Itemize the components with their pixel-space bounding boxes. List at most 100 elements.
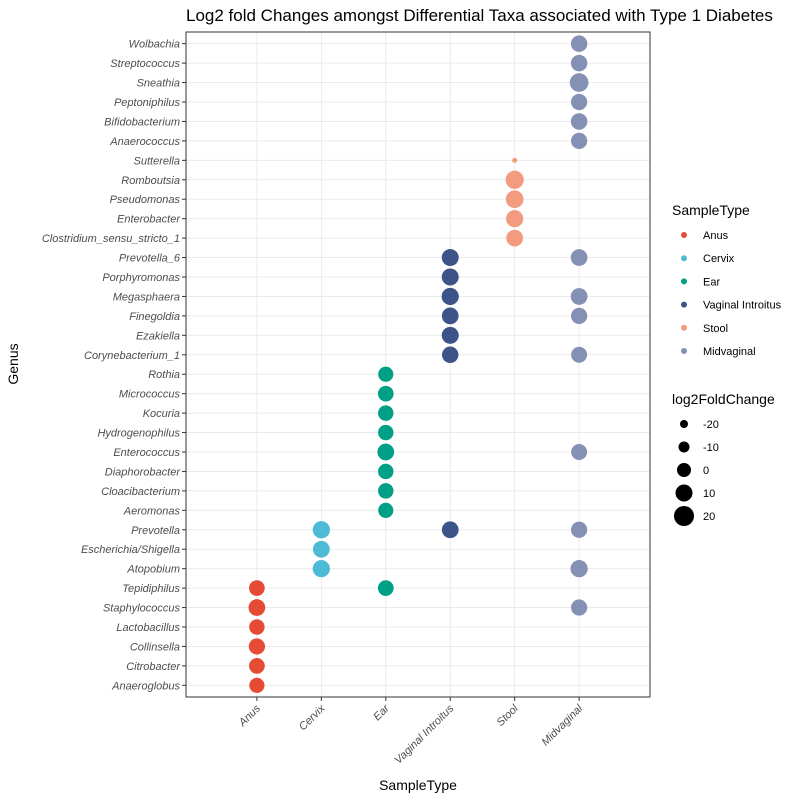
size-legend-key <box>674 506 694 526</box>
color-legend-title: SampleType <box>672 202 750 218</box>
y-tick-label: Pseudomonas <box>110 194 181 206</box>
data-point <box>441 268 459 286</box>
data-point <box>569 73 589 92</box>
plot-area <box>185 31 651 698</box>
data-point <box>312 560 330 578</box>
data-point <box>378 366 394 382</box>
data-point <box>441 287 459 306</box>
data-point <box>570 249 588 266</box>
size-legend-label: 20 <box>703 511 715 523</box>
y-tick-label: Clostridium_sensu_stricto_1 <box>42 233 180 245</box>
y-tick-label: Romboutsia <box>121 175 180 187</box>
data-point <box>249 619 265 635</box>
data-point <box>378 405 394 421</box>
y-tick-label: Wolbachia <box>129 39 180 51</box>
y-tick-label: Micrococcus <box>119 389 181 401</box>
size-legend-label: 0 <box>703 465 709 477</box>
y-tick-label: Atopobium <box>126 564 180 576</box>
data-point <box>312 540 330 558</box>
y-tick-label: Tepidiphilus <box>122 583 180 595</box>
y-tick-label: Diaphorobacter <box>105 466 182 478</box>
x-axis-title: SampleType <box>379 777 457 793</box>
color-legend: SampleType Anus Cervix Ear Vaginal Introitu… <box>672 202 782 358</box>
y-tick-label: Sutterella <box>134 155 180 167</box>
y-tick-label: Anaeroglobus <box>111 680 180 692</box>
data-point <box>571 444 588 460</box>
y-tick-label: Corynebacterium_1 <box>84 350 180 362</box>
y-tick-label: Peptoniphilus <box>114 97 181 109</box>
y-tick-label: Rothia <box>148 369 180 381</box>
data-point <box>441 326 459 344</box>
data-point <box>505 190 524 209</box>
data-point <box>506 229 524 247</box>
data-point <box>512 157 518 163</box>
color-legend-key <box>681 348 687 354</box>
data-point <box>570 560 588 578</box>
x-tick-label: Cervix <box>297 702 328 733</box>
data-point <box>570 599 588 616</box>
data-point <box>377 580 394 596</box>
size-legend-label: -20 <box>703 419 719 431</box>
size-legend-key <box>680 420 688 428</box>
color-legend-label: Anus <box>703 230 729 242</box>
data-point <box>570 113 588 130</box>
x-tick-label: Anus <box>236 702 263 729</box>
y-tick-label: Cloacibacterium <box>101 486 180 498</box>
size-legend-label: -10 <box>703 442 719 454</box>
color-legend-key <box>681 301 687 308</box>
y-tick-label: Staphylococcus <box>103 603 181 615</box>
color-legend-label: Vaginal Introitus <box>703 300 782 312</box>
y-tick-label: Kocuria <box>143 408 180 420</box>
y-tick-label: Megasphaera <box>113 291 180 303</box>
y-tick-label: Prevotella <box>131 525 180 537</box>
size-legend-key <box>678 441 690 453</box>
data-point <box>570 521 588 538</box>
color-legend-key <box>681 255 687 262</box>
y-tick-label: Bifidobacterium <box>104 116 180 128</box>
plot-background <box>186 32 650 697</box>
y-tick-label: Streptococcus <box>110 58 180 70</box>
color-legend-label: Cervix <box>703 253 735 265</box>
x-axis: Anus Cervix Ear Vaginal Introitus Stool Midva… <box>236 697 586 767</box>
y-tick-label: Finegoldia <box>129 311 180 323</box>
data-point <box>377 385 394 402</box>
data-point <box>378 502 394 518</box>
y-axis: Anaeroglobus Citrobacter Collinsella Lactob… <box>42 39 186 692</box>
size-legend-key <box>677 463 691 477</box>
data-point <box>506 210 524 228</box>
data-point <box>570 54 588 72</box>
y-tick-label: Porphyromonas <box>102 272 180 284</box>
color-legend-key <box>681 278 687 285</box>
data-point <box>441 346 459 364</box>
y-tick-label: Enterococcus <box>113 447 180 459</box>
data-point <box>570 35 588 52</box>
color-legend-label: Midvaginal <box>703 346 756 358</box>
y-tick-label: Escherichia/Shigella <box>81 544 180 556</box>
data-point <box>248 638 266 655</box>
chart-title: Log2 fold Changes amongst Differential T… <box>186 6 773 25</box>
x-tick-label: Midvaginal <box>540 702 586 748</box>
y-tick-label: Ezakiella <box>136 330 180 342</box>
data-point <box>570 93 588 111</box>
data-point <box>571 346 588 363</box>
data-point <box>378 463 394 480</box>
x-tick-label: Vaginal Introitus <box>392 702 456 766</box>
y-tick-label: Anaerococcus <box>109 136 180 148</box>
size-legend-label: 10 <box>703 488 715 500</box>
y-tick-label: Citrobacter <box>126 661 181 673</box>
data-point <box>249 580 265 596</box>
y-tick-label: Enterobacter <box>117 214 181 226</box>
data-point <box>441 521 459 539</box>
data-point <box>441 249 459 267</box>
y-axis-title: Genus <box>5 343 21 384</box>
y-tick-label: Prevotella_6 <box>119 253 181 265</box>
data-point <box>441 307 459 325</box>
color-legend-label: Ear <box>703 276 720 288</box>
y-tick-label: Hydrogenophilus <box>97 428 180 440</box>
color-legend-label: Stool <box>703 323 728 335</box>
data-point <box>570 132 588 150</box>
size-legend-title: log2FoldChange <box>672 391 775 407</box>
data-point <box>248 599 266 616</box>
y-tick-label: Sneathia <box>137 78 180 90</box>
